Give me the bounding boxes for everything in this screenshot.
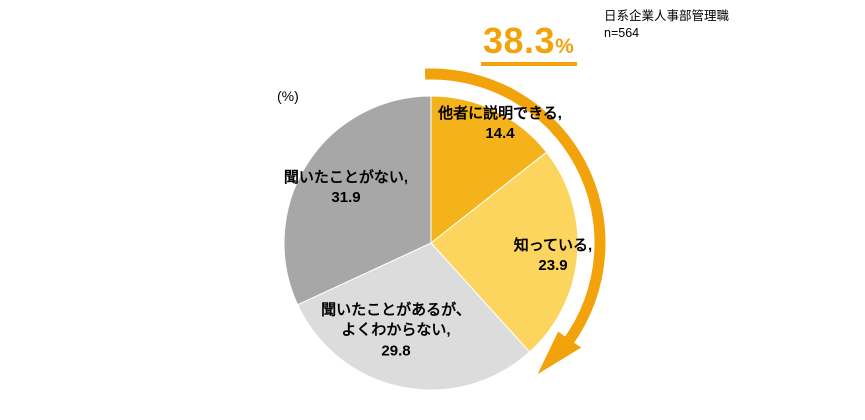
slice-label-value: 23.9 [538, 257, 568, 274]
sample-note-population: 日系企業人事部管理職 [604, 9, 730, 23]
pie-slice-0 [430, 95, 548, 245]
slice-label-line: 聞いたことがない, [283, 168, 409, 186]
sample-note-n: n=564 [604, 25, 640, 40]
sample-note: 日系企業人事部管理職 n=564 [604, 8, 729, 42]
unit-label: (%) [277, 88, 299, 104]
highlight-percentage: 38.3% [481, 20, 578, 66]
highlight-arrowhead-icon [537, 331, 582, 375]
highlight-value: 38.3 [483, 20, 556, 61]
slice-label-never-heard: 聞いたことがない, 31.9 [284, 168, 408, 209]
slice-label-know: 知っている, 23.9 [514, 236, 592, 277]
pie-slice-2 [296, 242, 531, 391]
pie-slice-1 [430, 151, 579, 353]
slice-label-line: よくわからない, [341, 321, 451, 339]
highlight-arc [424, 68, 606, 346]
slice-label-line: 他者に説明できる, [438, 104, 562, 122]
slice-label-value: 14.4 [485, 125, 515, 142]
slice-label-explain: 他者に説明できる, 14.4 [438, 104, 562, 145]
pie-slice-3 [283, 95, 432, 306]
slice-label-value: 29.8 [381, 342, 411, 360]
slice-label-value: 31.9 [331, 189, 361, 206]
slice-label-line: 知っている, [513, 236, 593, 254]
slice-label-line: 聞いたことがあるが、 [321, 301, 471, 319]
highlight-unit: % [555, 35, 575, 58]
slice-label-heard-unsure: 聞いたことがあるが、 よくわからない, 29.8 [321, 301, 471, 362]
